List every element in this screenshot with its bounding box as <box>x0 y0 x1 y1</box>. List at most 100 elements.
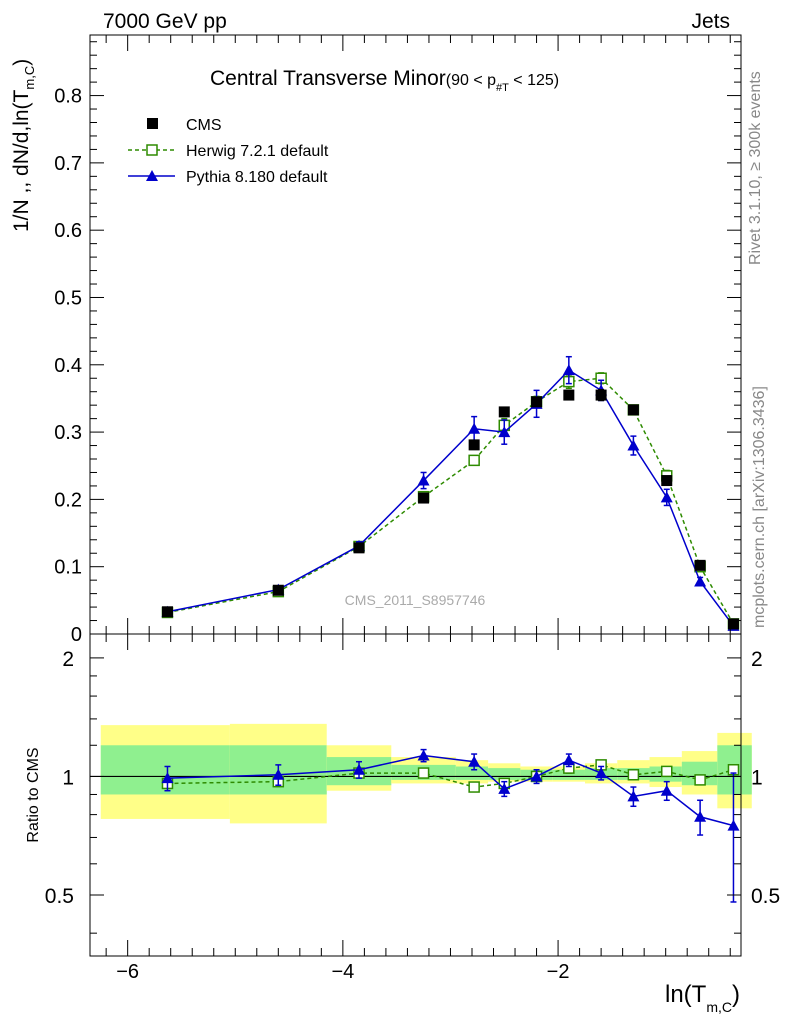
cms-point <box>627 404 639 416</box>
cms-point <box>531 396 543 408</box>
x-axis-label: ln(Tm,C) <box>665 981 740 1015</box>
cms-point <box>563 389 575 401</box>
ratio-pythia-point <box>498 782 511 794</box>
chart-title-sub-end: < 125) <box>509 72 559 89</box>
chart-title-sub: (90 < p <box>446 72 496 89</box>
cms-point <box>161 606 173 618</box>
chart-title: Central Transverse Minor(90 < p#T < 125) <box>210 67 559 94</box>
pythia-point <box>498 426 511 438</box>
ratio-herwig-point <box>661 765 673 778</box>
legend-herwig-marker <box>146 144 158 156</box>
ratio-pythia-point <box>353 763 366 775</box>
cms-point <box>353 542 365 554</box>
ratio-y-axis: 0.5 0.5 1 1 2 2 <box>45 648 780 934</box>
main-y-tick-label: 0.6 <box>54 220 82 242</box>
ratio-band-inner <box>488 768 521 780</box>
legend-pythia-marker <box>146 170 158 181</box>
ratio-pythia-point <box>161 772 174 784</box>
ratio-band-inner <box>681 761 718 786</box>
ratio-band-inner <box>552 769 585 780</box>
main-y-axis: 0 0.1 0.2 0.3 0.4 0.5 0.6 0.7 0.8 <box>54 41 741 646</box>
main-x-ticks <box>105 35 731 634</box>
cms-point <box>694 559 706 571</box>
legend-cms-label: CMS <box>186 117 222 134</box>
ratio-pythia-point <box>694 810 707 822</box>
category-label: Jets <box>691 10 730 33</box>
legend-herwig-label: Herwig 7.2.1 default <box>186 143 329 160</box>
legend-pythia-label: Pythia 8.180 default <box>186 169 328 186</box>
rivet-text: Rivet 3.1.10, ≥ 300k events <box>747 71 764 265</box>
main-y-label-end: ) <box>10 59 33 66</box>
cms-point <box>661 475 673 487</box>
x-axis-label-end: ) <box>732 981 740 1008</box>
pythia-point <box>694 575 707 587</box>
ratio-pythia-point <box>595 767 608 779</box>
pythia-line <box>167 369 735 627</box>
ratio-pythia-point <box>660 784 673 796</box>
ratio-herwig-point <box>468 781 480 793</box>
main-y-tick-label: 0.3 <box>54 422 82 444</box>
pythia-point <box>660 491 673 503</box>
x-tick-label: −4 <box>331 961 354 983</box>
ratio-band-inner <box>455 766 489 780</box>
ratio-y-tick-label-right: 1 <box>751 766 763 789</box>
ratio-y-label: Ratio to CMS <box>25 747 42 842</box>
pythia-point <box>562 364 575 376</box>
ratio-bands <box>100 723 752 824</box>
ratio-herwig-point <box>417 767 430 779</box>
main-y-tick-label: 0.7 <box>54 153 82 175</box>
ratio-herwig-point <box>627 768 640 781</box>
main-y-label-sub: m,C <box>22 66 37 90</box>
legend-cms-marker <box>147 118 158 129</box>
ratio-pythia-point <box>627 790 640 802</box>
main-y-label-text: 1/N ,, dN/d,ln(T <box>10 89 33 232</box>
main-plot-area <box>161 355 740 631</box>
ratio-y-tick-label: 1 <box>62 766 74 789</box>
ratio-pythia-point <box>727 819 740 831</box>
herwig-line <box>167 377 735 625</box>
pythia-point <box>417 474 430 486</box>
ratio-plot-area <box>90 748 741 903</box>
ratio-panel: 0.5 0.5 1 1 2 2 −6 −4 −2 Ratio to CMS ln(Tm,C) <box>25 633 780 1015</box>
ratio-pythia-point <box>417 749 430 761</box>
ratio-pythia-point <box>562 754 575 766</box>
chart-title-main: Central Transverse Minor <box>210 67 446 90</box>
ratio-pythia-point <box>530 770 543 782</box>
cms-point <box>595 389 607 401</box>
mcplots-text: mcplots.cern.ch [arXiv:1306.3436] <box>751 386 768 628</box>
ratio-y-tick-label-right: 0.5 <box>751 885 780 908</box>
cms-point <box>468 439 480 451</box>
legend: CMS Herwig 7.2.1 default Pythia 8.180 de… <box>128 117 329 186</box>
cms-point <box>498 406 510 418</box>
chart-title-sub-sub: #T <box>496 82 509 94</box>
x-axis-label-sub: m,C <box>706 999 732 1015</box>
main-y-label: 1/N ,, dN/d,ln(Tm,C) <box>10 59 37 232</box>
x-tick-label: −6 <box>116 961 139 983</box>
ratio-y-tick-label-right: 2 <box>751 648 763 671</box>
herwig-point <box>468 454 480 467</box>
ratio-herwig-point <box>694 774 706 786</box>
cms-point <box>418 492 430 504</box>
main-panel: 0 0.1 0.2 0.3 0.4 0.5 0.6 0.7 0.8 CMS_2011_S8957… <box>10 34 742 646</box>
cms-point <box>727 618 739 630</box>
pythia-point <box>627 439 640 451</box>
main-y-tick-label: 0.8 <box>54 86 82 108</box>
x-axis-label-text: ln(T <box>665 981 707 1008</box>
cms-point <box>272 584 284 596</box>
ratio-frame <box>89 633 742 957</box>
main-y-tick-label: 0.2 <box>54 489 82 511</box>
ratio-pythia-point <box>272 768 285 780</box>
pythia-point <box>468 422 481 434</box>
main-y-tick-label: 0.1 <box>54 557 82 579</box>
main-y-tick-label: 0.4 <box>54 355 82 377</box>
x-tick-label: −2 <box>547 961 570 983</box>
ratio-x-axis: −6 −4 −2 <box>105 634 731 983</box>
ratio-y-tick-label: 2 <box>62 648 74 671</box>
watermark: CMS_2011_S8957746 <box>345 592 486 608</box>
main-y-tick-label: 0.5 <box>54 287 82 309</box>
ratio-pythia-point <box>468 755 481 767</box>
energy-label: 7000 GeV pp <box>103 10 227 33</box>
main-y-tick-label: 0 <box>71 624 82 646</box>
ratio-y-tick-label: 0.5 <box>45 885 74 908</box>
